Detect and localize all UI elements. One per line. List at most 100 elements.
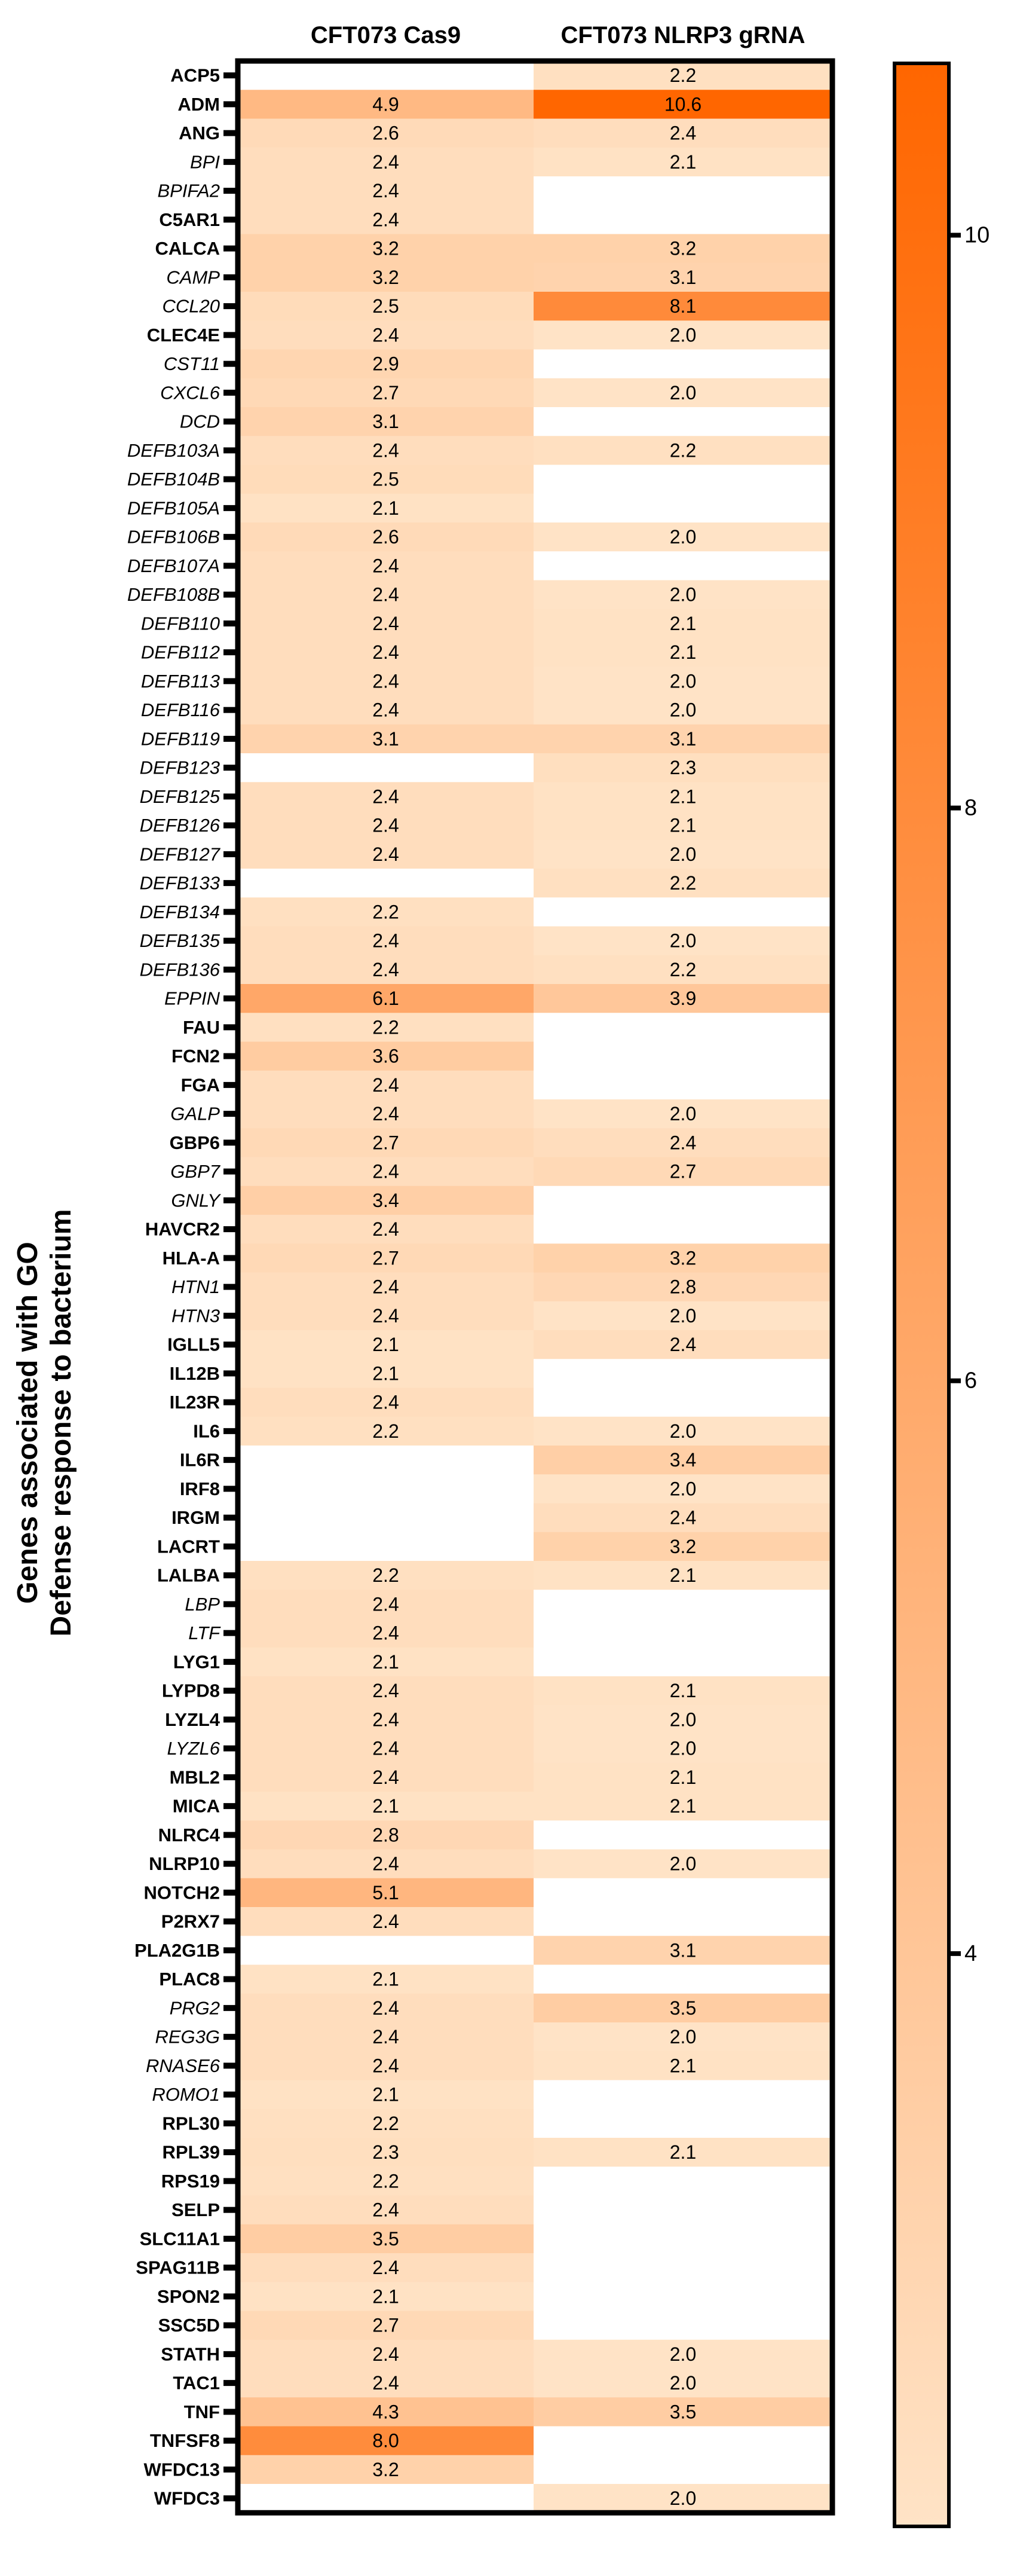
row-tick bbox=[223, 101, 238, 108]
heatmap-cell bbox=[534, 1993, 832, 2023]
heatmap-cell bbox=[238, 2109, 534, 2138]
heatmap-cell bbox=[534, 1849, 832, 1879]
heatmap-cell bbox=[534, 2253, 832, 2282]
cell-value-label: 2.0 bbox=[670, 930, 696, 952]
heatmap-cell bbox=[534, 897, 832, 927]
cell-value-label: 2.0 bbox=[670, 584, 696, 606]
row-label: SELP bbox=[171, 2199, 220, 2220]
row-tick bbox=[223, 2409, 238, 2415]
row-tick bbox=[223, 188, 238, 194]
row-label: RPS19 bbox=[161, 2171, 220, 2192]
column-header: CFT073 Cas9 bbox=[311, 22, 461, 48]
row-label: LACRT bbox=[157, 1536, 220, 1557]
cell-value-label: 2.0 bbox=[670, 382, 696, 404]
row-label: DEFB107A bbox=[127, 555, 220, 576]
row-tick bbox=[223, 1428, 238, 1434]
cell-value-label: 2.4 bbox=[372, 1997, 399, 2019]
row-tick bbox=[223, 447, 238, 454]
cell-value-label: 2.4 bbox=[670, 1334, 696, 1355]
row-label: LYPD8 bbox=[162, 1680, 220, 1701]
heatmap-cell bbox=[238, 638, 534, 667]
row-label: DEFB112 bbox=[141, 642, 220, 663]
heatmap-cell bbox=[238, 1301, 534, 1331]
cell-value-label: 2.7 bbox=[372, 382, 399, 404]
row-label: C5AR1 bbox=[159, 209, 220, 230]
row-tick bbox=[223, 2062, 238, 2069]
cell-value-label: 3.5 bbox=[670, 2401, 696, 2422]
heatmap-cell bbox=[238, 2022, 534, 2052]
row-label: DEFB123 bbox=[140, 757, 220, 778]
row-tick bbox=[223, 1803, 238, 1810]
row-tick bbox=[223, 2380, 238, 2386]
row-label: P2RX7 bbox=[161, 1911, 220, 1932]
cell-value-label: 2.0 bbox=[670, 2026, 696, 2048]
cell-value-label: 2.4 bbox=[372, 180, 399, 201]
row-label: CXCL6 bbox=[160, 382, 220, 403]
heatmap-cell bbox=[238, 1878, 534, 1908]
heatmap-cell bbox=[534, 2138, 832, 2167]
cell-value-label: 2.4 bbox=[372, 1767, 399, 1788]
cell-value-label: 3.2 bbox=[670, 1536, 696, 1557]
cell-value-label: 2.4 bbox=[372, 641, 399, 663]
cell-value-label: 3.9 bbox=[670, 988, 696, 1009]
cell-value-label: 2.0 bbox=[670, 1709, 696, 1730]
cell-value-label: 2.4 bbox=[372, 699, 399, 721]
row-label: CST11 bbox=[164, 353, 220, 374]
heatmap-cell bbox=[534, 609, 832, 638]
heatmap-cell bbox=[534, 782, 832, 812]
heatmap-cell bbox=[534, 1301, 832, 1331]
row-label: HAVCR2 bbox=[145, 1219, 220, 1240]
cell-value-label: 8.1 bbox=[670, 295, 696, 317]
row-tick bbox=[223, 2004, 238, 2011]
heatmap-cell bbox=[534, 1070, 832, 1100]
heatmap-cell bbox=[534, 292, 832, 321]
cell-value-label: 2.0 bbox=[670, 2343, 696, 2365]
heatmap-cell bbox=[534, 436, 832, 466]
cell-value-label: 3.5 bbox=[372, 2228, 399, 2250]
cell-value-label: 2.2 bbox=[372, 1016, 399, 1038]
heatmap-cell bbox=[238, 1099, 534, 1129]
heatmap-cell bbox=[238, 811, 534, 841]
cell-value-label: 2.4 bbox=[372, 324, 399, 346]
colorbar: 4 6 8 10 bbox=[893, 62, 990, 2528]
cell-value-label: 2.0 bbox=[670, 844, 696, 865]
row-tick bbox=[223, 678, 238, 685]
cell-value-label: 2.8 bbox=[670, 1276, 696, 1298]
cell-value-label: 2.4 bbox=[372, 584, 399, 606]
row-tick bbox=[223, 1053, 238, 1059]
column-header: CFT073 NLRP3 gRNA bbox=[561, 22, 805, 48]
row-tick bbox=[223, 2322, 238, 2329]
row-label: TAC1 bbox=[173, 2373, 220, 2394]
row-tick bbox=[223, 1832, 238, 1838]
row-tick bbox=[223, 620, 238, 627]
heatmap-cell bbox=[534, 695, 832, 725]
row-tick bbox=[223, 1889, 238, 1896]
heatmap-cell bbox=[238, 2166, 534, 2196]
cell-value-label: 2.1 bbox=[372, 497, 399, 519]
y-axis-title: Genes associated with GODefense response… bbox=[12, 1209, 77, 1637]
heatmap-cell bbox=[534, 493, 832, 523]
heatmap-cell bbox=[238, 1070, 534, 1100]
cell-value-label: 2.4 bbox=[372, 959, 399, 980]
row-label: IL6 bbox=[193, 1420, 220, 1441]
cell-value-label: 2.4 bbox=[372, 613, 399, 634]
heatmap-cell bbox=[238, 522, 534, 552]
row-label: LYZL4 bbox=[165, 1709, 220, 1730]
heatmap-cell bbox=[534, 1734, 832, 1764]
cell-value-label: 2.1 bbox=[372, 1334, 399, 1355]
row-label: GALP bbox=[170, 1104, 220, 1124]
row-tick bbox=[223, 1342, 238, 1348]
heatmap-cell bbox=[238, 1993, 534, 2023]
cell-value-label: 2.1 bbox=[372, 1969, 399, 1990]
heatmap-cell bbox=[238, 1474, 534, 1504]
cell-value-label: 2.4 bbox=[372, 2343, 399, 2365]
heatmap-cell bbox=[238, 262, 534, 292]
cell-value-label: 2.1 bbox=[670, 641, 696, 663]
heatmap-cell bbox=[238, 869, 534, 898]
heatmap-cell bbox=[238, 1446, 534, 1475]
row-tick bbox=[223, 2091, 238, 2098]
cell-value-label: 2.0 bbox=[670, 699, 696, 721]
heatmap-cell bbox=[238, 2311, 534, 2340]
cell-value-label: 2.2 bbox=[670, 439, 696, 461]
